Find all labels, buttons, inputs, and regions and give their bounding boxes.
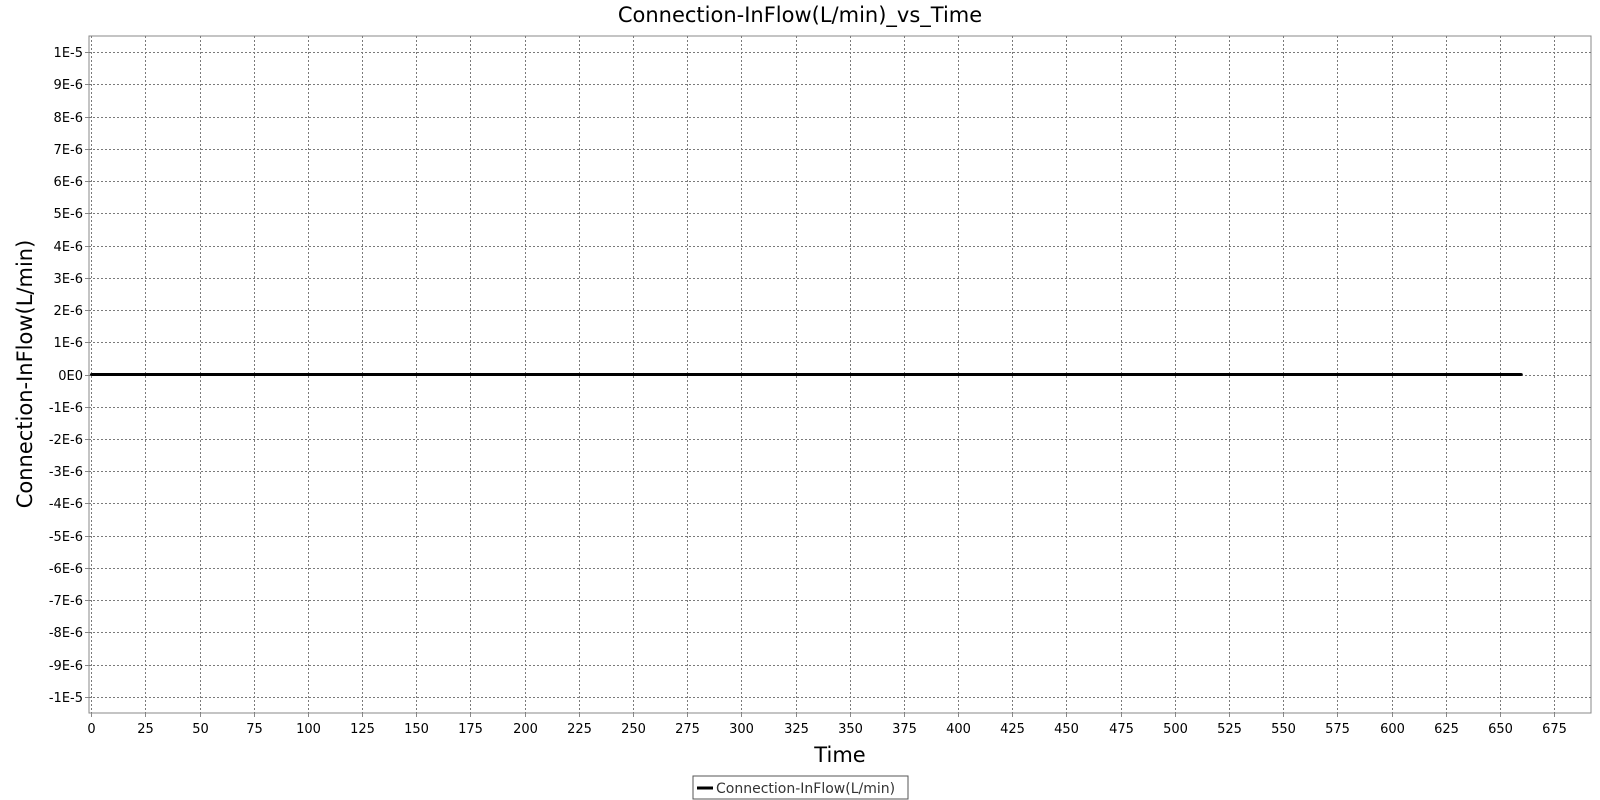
y-tick-label: -9E-6: [49, 659, 83, 674]
x-tick-label: 450: [1054, 722, 1079, 737]
series-layer: [89, 373, 1523, 376]
y-tick-label: 8E-6: [54, 111, 83, 126]
y-tick-label: 3E-6: [54, 272, 83, 287]
x-tick-label: 500: [1163, 722, 1188, 737]
x-tick-label: 275: [675, 722, 700, 737]
x-tick-label: 525: [1217, 722, 1242, 737]
y-tick-label: 2E-6: [54, 304, 83, 319]
chart-title: Connection-InFlow(L/min)_vs_Time: [618, 3, 982, 28]
x-tick-label: 400: [946, 722, 971, 737]
x-tick-label: 625: [1434, 722, 1459, 737]
x-tick-label: 100: [296, 722, 321, 737]
legend: Connection-InFlow(L/min): [692, 775, 909, 800]
y-tick-label: -1E-5: [49, 691, 83, 706]
y-tick-label: -5E-6: [49, 530, 83, 545]
data-point: [89, 373, 93, 376]
x-tick-label: 475: [1109, 722, 1134, 737]
x-tick-label: 550: [1271, 722, 1296, 737]
x-tick-label: 425: [1000, 722, 1025, 737]
plot-area: [88, 35, 1592, 714]
x-axis-label: Time: [813, 743, 865, 767]
data-point: [1520, 373, 1523, 376]
x-tick-label: 150: [404, 722, 429, 737]
grid-layer: [89, 36, 1591, 713]
y-axis-label: Connection-InFlow(L/min): [13, 240, 37, 509]
y-tick-label: -2E-6: [49, 433, 83, 448]
x-tick-label: 25: [137, 722, 154, 737]
legend-box: [692, 775, 909, 800]
x-tick-label: 125: [350, 722, 375, 737]
legend-label: Connection-InFlow(L/min): [716, 781, 895, 797]
x-tick-label: 675: [1542, 722, 1567, 737]
x-tick-label: 575: [1325, 722, 1350, 737]
y-tick-label: -8E-6: [49, 626, 83, 641]
x-tick-label: 50: [192, 722, 209, 737]
y-axis: 1E-5 9E-6 8E-6 7E-6 6E-6 5E-6 4E-6 3E-6 2E-6 1E-6…: [49, 46, 89, 706]
x-tick-label: 75: [246, 722, 263, 737]
y-tick-label: 7E-6: [54, 143, 83, 158]
y-tick-label: 5E-6: [54, 207, 83, 222]
y-tick-label: 9E-6: [54, 78, 83, 93]
y-tick-label: 6E-6: [54, 175, 83, 190]
x-tick-label: 650: [1488, 722, 1513, 737]
y-tick-label: -1E-6: [49, 401, 83, 416]
x-tick-label: 350: [838, 722, 863, 737]
y-tick-label: -3E-6: [49, 465, 83, 480]
y-tick-label: 1E-5: [54, 46, 83, 61]
y-tick-label: -7E-6: [49, 594, 83, 609]
x-tick-label: 0: [87, 722, 95, 737]
x-axis: 0 25 50 75 100 125 150 175 200 225 250 275 300 325 350…: [87, 713, 1567, 737]
x-tick-label: 375: [892, 722, 917, 737]
y-tick-label: 4E-6: [54, 240, 83, 255]
y-tick-label: 0E0: [58, 369, 83, 384]
x-tick-label: 175: [458, 722, 483, 737]
x-tick-label: 225: [567, 722, 592, 737]
x-tick-label: 200: [513, 722, 538, 737]
x-tick-label: 600: [1380, 722, 1405, 737]
x-tick-label: 300: [729, 722, 754, 737]
y-tick-label: 1E-6: [54, 336, 83, 351]
x-tick-label: 325: [784, 722, 809, 737]
y-tick-label: -6E-6: [49, 562, 83, 577]
y-tick-label: -4E-6: [49, 497, 83, 512]
x-tick-label: 250: [621, 722, 646, 737]
